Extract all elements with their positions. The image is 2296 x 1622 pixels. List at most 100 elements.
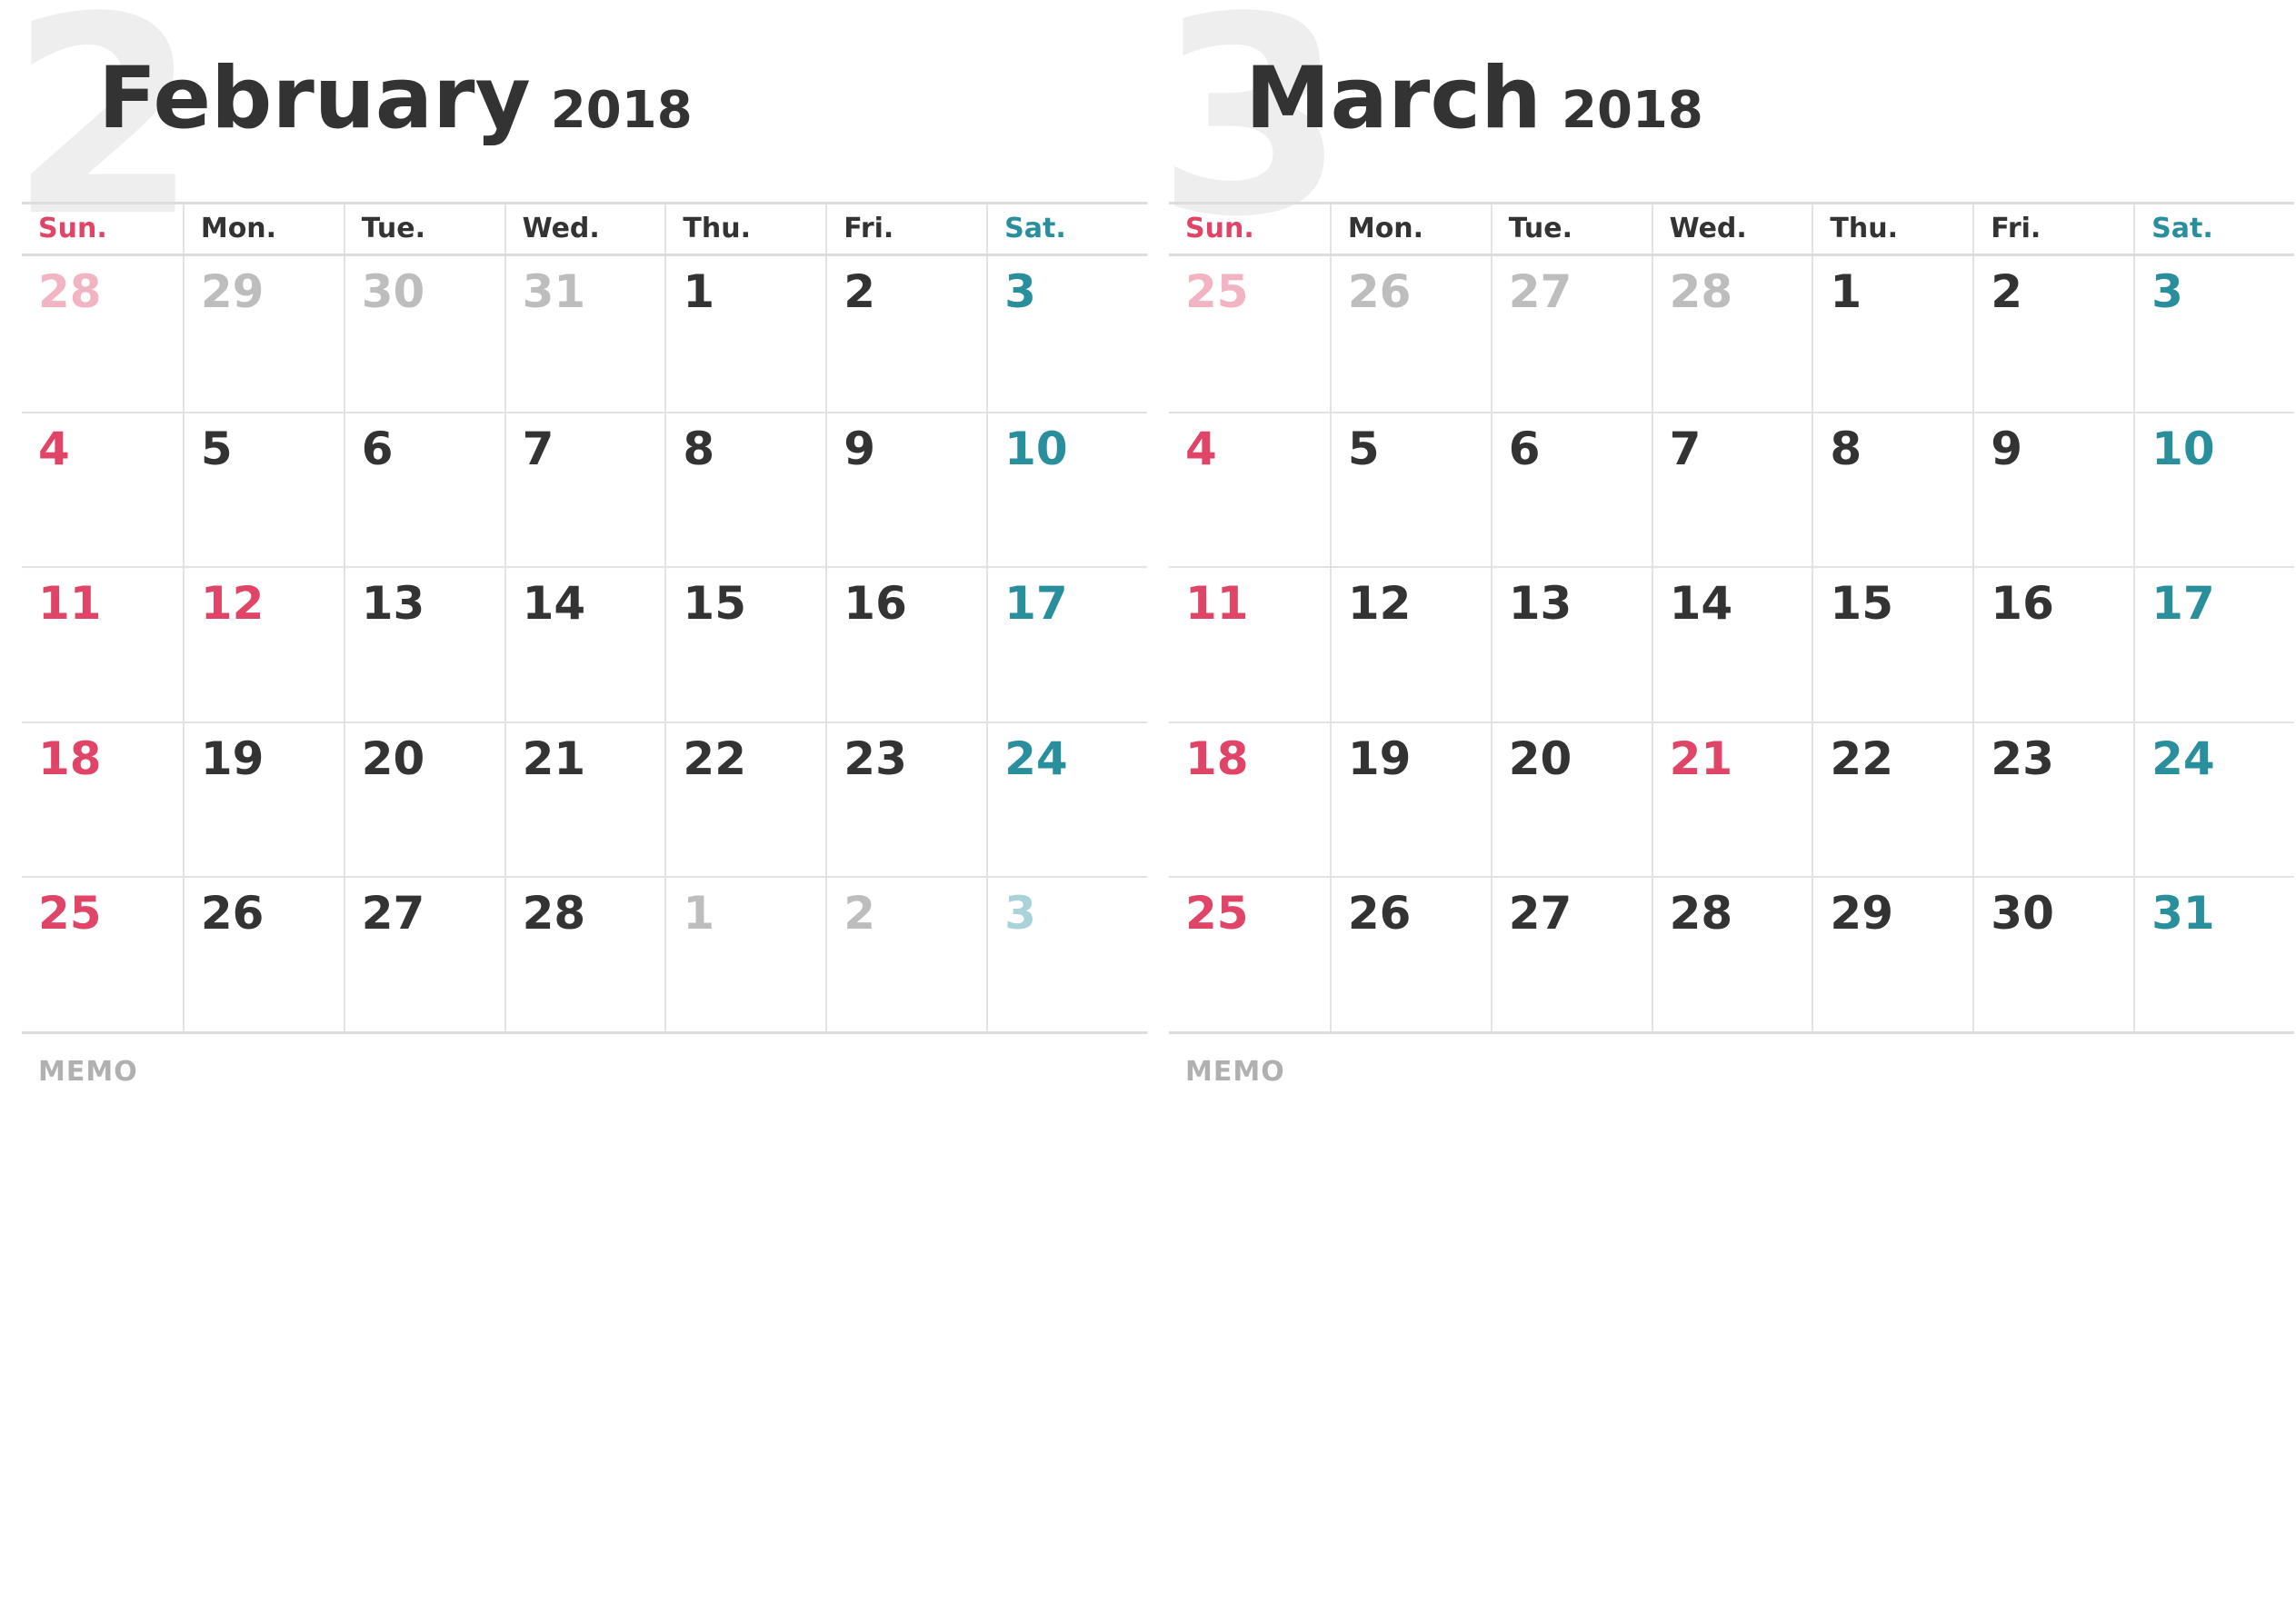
day-cell: 25 <box>22 876 183 1031</box>
day-cell: 3 <box>986 256 1147 412</box>
day-cell: 2 <box>825 256 986 412</box>
weekday-tue: Tue. <box>343 204 504 254</box>
day-cell: 29 <box>1812 876 1973 1031</box>
day-cell: 16 <box>825 566 987 721</box>
day-cell: 16 <box>1972 566 2134 721</box>
month-name: March <box>1245 49 1542 148</box>
day-grid: 25 26 27 28 1 2 3 4 5 6 7 8 9 10 11 12 13 14 15 16 17 18 19 20 2… <box>1169 256 2294 1034</box>
day-cell: 4 <box>1169 411 1330 567</box>
day-cell: 19 <box>1329 721 1491 877</box>
calendar-march: 3 March 2018 Sun. Mon. Tue. Wed. Thu. Fri… <box>1156 0 2294 1622</box>
day-cell: 26 <box>1329 876 1491 1031</box>
day-cell: 10 <box>2133 411 2294 567</box>
day-cell: 2 <box>1972 256 2133 412</box>
weekday-fri: Fri. <box>825 204 986 254</box>
day-cell: 1 <box>664 876 826 1031</box>
day-cell: 3 <box>2133 256 2294 412</box>
day-cell: 22 <box>664 721 826 877</box>
day-cell: 30 <box>343 256 504 412</box>
day-cell: 27 <box>1490 256 1652 412</box>
weekday-sun: Sun. <box>38 213 107 244</box>
weekday-header: Sun. Mon. Tue. Wed. Thu. Fri. Sat. <box>1169 202 2294 256</box>
calendar-february: 2 February 2018 Sun. Mon. Tue. Wed. Thu. … <box>9 0 1147 1622</box>
day-cell: 7 <box>504 411 665 567</box>
day-cell: 26 <box>1329 256 1491 412</box>
day-cell: 8 <box>664 411 826 567</box>
weekday-sat: Sat. <box>986 204 1147 254</box>
day-cell: 6 <box>1490 411 1652 567</box>
day-cell: 9 <box>825 411 987 567</box>
weekday-header: Sun. Mon. Tue. Wed. Thu. Fri. Sat. <box>22 202 1147 256</box>
day-cell: 20 <box>1490 721 1652 877</box>
month-number-watermark: 3 <box>1156 0 1346 276</box>
month-name: February <box>98 49 531 148</box>
day-cell: 27 <box>1490 876 1652 1031</box>
day-cell: 5 <box>1329 411 1491 567</box>
day-cell: 28 <box>504 876 665 1031</box>
day-cell: 24 <box>2133 721 2294 877</box>
day-cell: 31 <box>504 256 665 412</box>
weekday-mon: Mon. <box>1329 204 1491 254</box>
day-cell: 29 <box>182 256 344 412</box>
day-grid: 28 29 30 31 1 2 3 4 5 6 7 8 9 10 11 12 13 14 15 16 17 18 19 20 2… <box>22 256 1147 1034</box>
day-cell: 1 <box>1812 256 1972 412</box>
day-cell: 30 <box>1972 876 2134 1031</box>
year-label: 2018 <box>1561 81 1703 140</box>
memo-label: MEMO <box>1185 1056 1285 1088</box>
day-cell: 28 <box>38 265 102 318</box>
day-cell: 28 <box>1651 256 1812 412</box>
day-cell: 28 <box>1651 876 1812 1031</box>
day-cell: 6 <box>343 411 504 567</box>
day-cell: 3 <box>986 876 1147 1031</box>
day-cell: 17 <box>986 566 1147 721</box>
day-cell: 19 <box>182 721 344 877</box>
day-cell: 21 <box>504 721 665 877</box>
day-cell: 24 <box>986 721 1147 877</box>
day-cell: 1 <box>664 256 825 412</box>
weekday-sun: Sun. <box>1185 213 1254 244</box>
day-cell: 14 <box>504 566 665 721</box>
weekday-tue: Tue. <box>1490 204 1652 254</box>
weekday-wed: Wed. <box>1651 204 1812 254</box>
day-cell: 23 <box>1972 721 2134 877</box>
day-cell: 25 <box>1169 876 1330 1031</box>
weekday-sat: Sat. <box>2133 204 2294 254</box>
month-title: March 2018 <box>1245 56 1703 142</box>
day-cell: 23 <box>825 721 987 877</box>
day-cell: 26 <box>182 876 344 1031</box>
day-cell: 9 <box>1972 411 2134 567</box>
day-cell: 7 <box>1651 411 1812 567</box>
year-label: 2018 <box>550 81 693 140</box>
day-cell: 31 <box>2133 876 2294 1031</box>
day-cell: 2 <box>825 876 987 1031</box>
day-cell: 4 <box>22 411 183 567</box>
day-cell: 17 <box>2133 566 2294 721</box>
weekday-thu: Thu. <box>664 204 825 254</box>
day-cell: 18 <box>22 721 183 877</box>
day-cell: 10 <box>986 411 1147 567</box>
month-title: February 2018 <box>98 56 693 142</box>
day-cell: 12 <box>1329 566 1491 721</box>
weekday-thu: Thu. <box>1812 204 1972 254</box>
day-cell: 5 <box>182 411 344 567</box>
month-number-watermark: 2 <box>9 0 199 276</box>
day-cell: 8 <box>1812 411 1973 567</box>
day-cell: 22 <box>1812 721 1973 877</box>
day-cell: 14 <box>1651 566 1812 721</box>
day-cell: 21 <box>1651 721 1812 877</box>
day-cell: 12 <box>182 566 344 721</box>
day-cell: 15 <box>664 566 826 721</box>
day-cell: 27 <box>343 876 504 1031</box>
memo-label: MEMO <box>38 1056 138 1088</box>
day-cell: 13 <box>1490 566 1652 721</box>
day-cell: 13 <box>343 566 504 721</box>
weekday-mon: Mon. <box>182 204 344 254</box>
weekday-fri: Fri. <box>1972 204 2133 254</box>
day-cell: 11 <box>22 566 183 721</box>
day-cell: 20 <box>343 721 504 877</box>
day-cell: 11 <box>1169 566 1330 721</box>
day-cell: 15 <box>1812 566 1973 721</box>
day-cell: 18 <box>1169 721 1330 877</box>
day-cell: 25 <box>1185 265 1249 318</box>
weekday-wed: Wed. <box>504 204 665 254</box>
